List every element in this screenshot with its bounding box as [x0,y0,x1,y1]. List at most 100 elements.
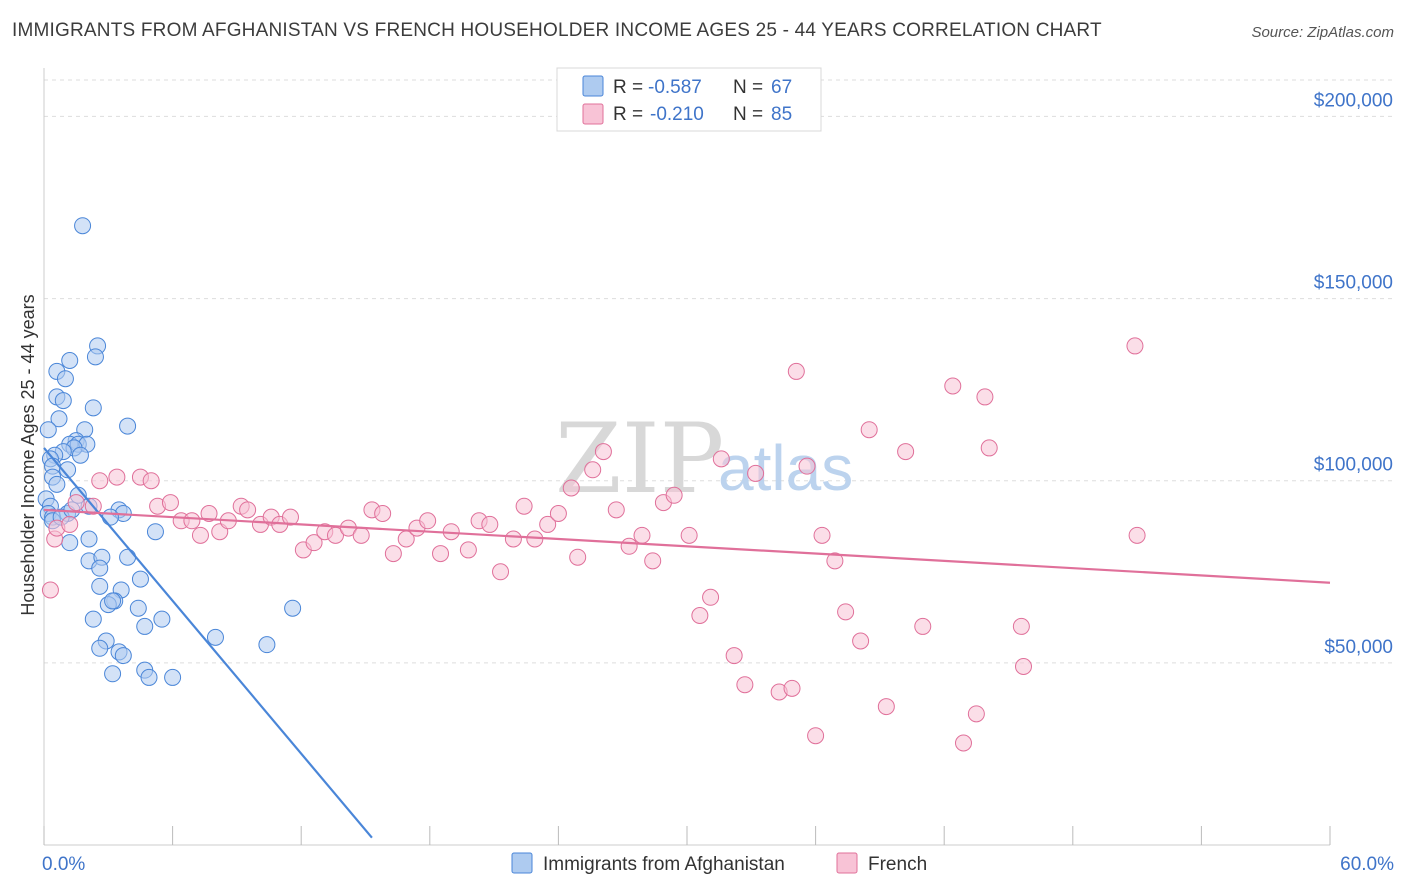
legend-n-value-1: 85 [771,104,792,125]
y-tick-label-2: $150,000 [1314,273,1393,294]
afghanistan-point-34 [101,508,119,526]
french-point-51 [607,501,625,519]
x-tick-label-end: 60.0% [1340,854,1394,875]
afghanistan-point-7 [54,392,72,410]
afghanistan-point-52 [153,610,171,628]
french-point-53 [633,526,651,544]
afghanistan-point-49 [104,592,122,610]
french-point-14 [191,526,209,544]
watermark-atlas: atlas [718,432,853,504]
french-point-59 [702,588,720,606]
afghanistan-point-57 [258,636,276,654]
source-label: Source: ZipAtlas.com [1251,24,1394,41]
series-legend-label-afghanistan: Immigrants from Afghanistan [543,854,785,875]
french-point-46 [549,505,567,522]
afghanistan-point-40 [119,548,137,566]
series-legend: Immigrants from Afghanistan French [511,852,927,875]
afghanistan-point-25 [48,475,66,493]
afghanistan-point-23 [59,461,77,479]
afghanistan-point-53 [136,617,154,635]
afghanistan-point-38 [61,534,79,552]
french-point-9 [142,472,160,490]
afghanistan-point-56 [91,639,109,657]
french-point-72 [852,632,870,650]
y-tick-label-0: $50,000 [1324,637,1393,658]
series-french-points [41,337,1146,752]
afghanistan-point-63 [164,668,182,686]
french-point-77 [944,377,962,395]
french-point-43 [515,497,533,515]
french-point-69 [813,526,831,544]
french-point-60 [712,450,730,468]
afghanistan-point-21 [71,446,89,464]
french-point-36 [432,545,450,563]
trend-lines [43,447,1331,839]
y-tick-label-3: $200,000 [1314,90,1393,111]
french-point-48 [569,548,587,566]
french-point-50 [594,443,612,461]
legend-n-value-0: 67 [771,77,792,98]
afghanistan-point-3 [86,348,104,366]
french-point-65 [783,679,801,697]
french-point-54 [644,552,662,570]
afghanistan-point-47 [129,599,147,617]
afghanistan-point-12 [119,417,137,435]
series-legend-label-french: French [868,854,927,875]
french-point-32 [384,545,402,563]
french-point-38 [459,541,477,559]
afghanistan-point-51 [84,610,102,628]
french-point-58 [691,607,709,624]
french-trend-line [43,508,1331,584]
afghanistan-point-5 [56,370,74,388]
watermark-zip: ZIP [555,403,724,515]
french-point-75 [897,443,915,461]
series-legend-swatch-afghanistan [511,852,533,874]
afghanistan-point-37 [80,530,98,548]
afghanistan-point-42 [91,559,109,577]
french-point-3 [61,515,79,533]
french-point-71 [837,603,855,621]
legend-r-value-1: -0.210 [650,104,704,125]
legend-n-label-0: N = [733,77,763,98]
y-axis-label: Householder Income Ages 25 - 44 years [18,294,38,615]
x-tick-label-start: 0.0% [42,854,85,875]
french-point-0 [41,581,59,599]
x-ticks [43,826,1331,845]
french-point-13 [183,512,201,530]
french-point-82 [1012,617,1030,635]
afghanistan-point-8 [84,399,102,417]
legend-n-label-1: N = [733,104,763,125]
legend-r-label-0: R = [613,77,643,98]
afghanistan-point-2 [61,352,79,369]
french-point-57 [680,526,698,544]
french-point-81 [980,439,998,457]
french-point-70 [826,552,844,570]
french-point-15 [200,505,218,522]
afghanistan-point-55 [206,628,224,646]
french-point-31 [374,505,392,522]
french-point-6 [91,472,109,490]
french-point-52 [620,537,638,555]
french-point-68 [807,727,825,745]
french-point-80 [976,388,994,406]
french-point-41 [492,563,510,581]
french-point-25 [305,534,323,552]
french-point-61 [725,647,743,665]
afghanistan-point-44 [91,577,109,595]
french-point-74 [877,698,895,716]
french-point-45 [539,515,557,533]
afghanistan-point-59 [114,647,132,665]
french-point-49 [584,461,602,479]
french-point-29 [352,526,370,544]
watermark: ZIP atlas [555,403,853,515]
y-tick-labels: $50,000 $100,000 $150,000 $200,000 [1314,90,1393,657]
french-point-83 [1015,658,1033,675]
french-point-73 [860,421,878,439]
series-afghanistan-points [37,217,302,686]
french-point-42 [504,530,522,548]
french-point-40 [481,515,499,533]
french-point-63 [747,464,765,482]
french-point-62 [736,676,754,694]
afghanistan-point-9 [50,410,68,428]
